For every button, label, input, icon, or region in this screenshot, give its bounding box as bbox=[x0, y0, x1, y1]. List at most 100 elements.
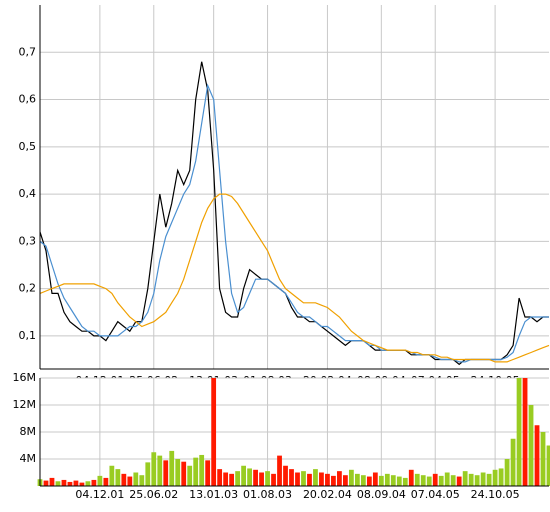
y-tick-label: 0,7 bbox=[19, 45, 37, 58]
volume-bar bbox=[115, 469, 121, 486]
volume-bar bbox=[109, 465, 115, 486]
volume-bar bbox=[325, 473, 330, 486]
volume-bar bbox=[229, 473, 235, 486]
volume-bar bbox=[301, 471, 306, 486]
volume-bar bbox=[420, 475, 426, 486]
volume-bar bbox=[348, 469, 354, 486]
volume-bar bbox=[366, 476, 372, 486]
x-tick-label: 01.08.03 bbox=[243, 488, 292, 501]
volume-bar bbox=[157, 455, 163, 486]
volume-bar bbox=[343, 475, 348, 486]
volume-bar bbox=[265, 471, 270, 486]
y-tick-label: 0,3 bbox=[19, 234, 37, 247]
volume-bar bbox=[480, 472, 486, 486]
volume-bar bbox=[205, 460, 211, 486]
y-tick-label: 0,1 bbox=[19, 329, 37, 342]
volume-bar bbox=[546, 445, 550, 486]
x-tick-label: 04.12.01 bbox=[75, 488, 124, 501]
volume-bar bbox=[61, 479, 67, 486]
volume-bar bbox=[103, 477, 109, 486]
volume-bar bbox=[319, 472, 324, 486]
volume-bar bbox=[151, 452, 157, 486]
volume-bar bbox=[444, 472, 450, 486]
price-line bbox=[39, 61, 549, 366]
volume-bar bbox=[313, 469, 318, 486]
volume-bar bbox=[181, 461, 187, 486]
volume-bar bbox=[522, 378, 528, 486]
volume-bar bbox=[241, 465, 246, 486]
volume-bar bbox=[187, 465, 193, 486]
volume-bar bbox=[438, 475, 444, 486]
volume-bar bbox=[91, 479, 97, 486]
volume-bar bbox=[295, 472, 300, 486]
y-tick-label: 8M bbox=[20, 425, 37, 438]
volume-bar bbox=[456, 476, 462, 486]
y-tick-label: 0,5 bbox=[19, 140, 37, 153]
volume-bar bbox=[540, 432, 546, 486]
volume-bar bbox=[43, 480, 49, 486]
volume-bar bbox=[211, 378, 217, 486]
volume-bar bbox=[223, 472, 229, 486]
volume-bar bbox=[277, 455, 282, 486]
volume-bar bbox=[163, 460, 169, 486]
x-tick-label: 13.01.03 bbox=[189, 488, 238, 501]
volume-bar bbox=[468, 473, 474, 486]
y-tick-label: 4M bbox=[20, 452, 37, 465]
volume-bar bbox=[528, 405, 534, 486]
volume-bar bbox=[85, 481, 91, 486]
volume-bar bbox=[337, 471, 342, 486]
volume-bar bbox=[408, 469, 414, 486]
y-tick-label: 0,2 bbox=[19, 282, 37, 295]
volume-bar bbox=[259, 472, 264, 486]
volume-bar bbox=[55, 481, 61, 486]
volume-bar bbox=[49, 477, 55, 486]
volume-bar bbox=[354, 473, 360, 486]
volume-bar bbox=[127, 476, 133, 486]
volume-bar bbox=[450, 475, 456, 486]
volume-bar bbox=[390, 475, 396, 486]
volume-bar bbox=[67, 481, 73, 486]
volume-bar bbox=[372, 472, 378, 486]
volume-bar bbox=[235, 471, 241, 486]
volume-bar bbox=[307, 473, 312, 486]
y-tick-label: 0,6 bbox=[19, 93, 37, 106]
price-line bbox=[39, 83, 549, 363]
volume-bar bbox=[175, 459, 181, 486]
volume-bar bbox=[79, 482, 85, 486]
volume-bar bbox=[432, 473, 438, 486]
volume-bar bbox=[121, 473, 127, 486]
volume-bar bbox=[384, 473, 390, 486]
volume-bar bbox=[504, 459, 510, 486]
volume-bar bbox=[534, 425, 540, 486]
x-tick-label: 07.04.05 bbox=[411, 488, 460, 501]
volume-bar bbox=[462, 471, 468, 486]
volume-bar bbox=[199, 454, 205, 486]
x-tick-label: 20.02.04 bbox=[303, 488, 352, 501]
volume-bar bbox=[486, 473, 492, 486]
volume-bar bbox=[97, 475, 103, 486]
volume-bar bbox=[426, 476, 432, 486]
volume-bar bbox=[516, 378, 522, 486]
volume-bar bbox=[193, 457, 199, 486]
volume-bar bbox=[145, 462, 151, 486]
volume-bar bbox=[331, 475, 336, 486]
volume-bar bbox=[510, 438, 516, 486]
volume-bar bbox=[247, 468, 252, 486]
volume-bar bbox=[474, 475, 480, 486]
y-tick-label: 0,4 bbox=[19, 187, 37, 200]
x-tick-label: 24.10.05 bbox=[471, 488, 520, 501]
volume-bar bbox=[139, 475, 145, 486]
volume-bar bbox=[492, 469, 498, 486]
volume-bar bbox=[73, 480, 79, 486]
volume-bar bbox=[360, 475, 366, 486]
y-tick-label: 12M bbox=[13, 398, 37, 411]
volume-bar bbox=[169, 450, 175, 486]
volume-bar bbox=[217, 469, 223, 486]
x-tick-label: 08.09.04 bbox=[357, 488, 406, 501]
volume-bar bbox=[396, 476, 402, 486]
volume-bar bbox=[414, 473, 420, 486]
volume-bar bbox=[378, 475, 384, 486]
price-line bbox=[39, 193, 550, 363]
volume-bar bbox=[498, 468, 504, 486]
